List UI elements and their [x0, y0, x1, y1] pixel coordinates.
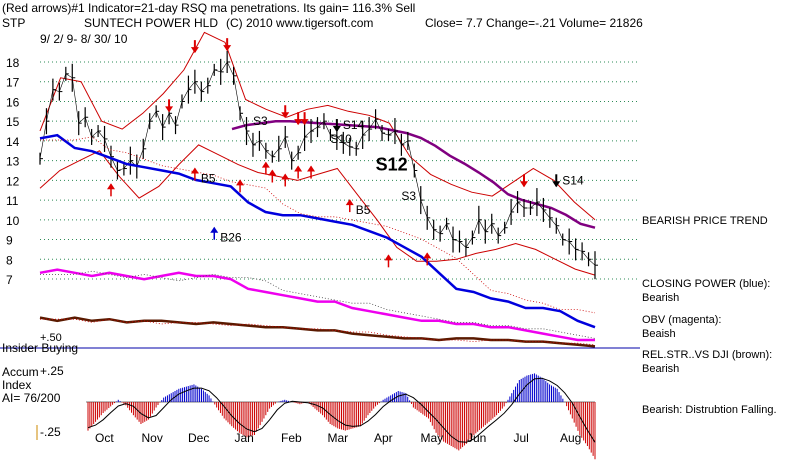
sell-arrow-head [300, 119, 309, 126]
x-tick-label: Aug [560, 431, 581, 445]
x-tick-label: Jan [235, 431, 254, 445]
signal-text-mark: S10 [330, 132, 352, 146]
signal-text-mark: S12 [376, 155, 408, 175]
x-tick-label: Nov [142, 431, 163, 445]
signal-label: B5 [356, 203, 371, 217]
sell-arrow-head [520, 181, 529, 188]
accum-tick-plus25: +.25 [40, 364, 64, 378]
y-tick-label: 16 [6, 95, 20, 109]
sell-arrow-head [223, 45, 232, 52]
relstr-label: REL.STR..VS DJI (brown): [642, 349, 773, 361]
sell-arrow-head [281, 112, 290, 119]
close-change-volume: Close= 7.7 Change=-.21 Volume= 21826 [425, 16, 643, 30]
price-line [39, 61, 596, 266]
price-trend-label: BEARISH PRICE TREND [642, 215, 768, 227]
y-tick-label: 15 [6, 115, 20, 129]
closing-power-state: Bearish [642, 292, 680, 304]
buy-arrow-head [106, 183, 115, 190]
x-tick-label: Mar [328, 431, 349, 445]
buy-arrow-head [307, 165, 316, 172]
accum-tick-plus50: +.50 [40, 332, 62, 344]
insider-label: Insider Buying [2, 341, 78, 355]
signal-text-mark: S3 [253, 114, 268, 128]
obv-label: OBV (magenta): [642, 314, 722, 326]
buy-arrow-head [345, 199, 354, 206]
x-tick-label: Jul [514, 431, 529, 445]
buy-arrow-head [210, 226, 219, 233]
obv-state: Beaish [642, 328, 676, 340]
relstr-state: Bearish [642, 363, 680, 375]
signal-label: B26 [220, 231, 242, 245]
y-tick-label: 8 [6, 253, 13, 267]
obv-line [39, 268, 595, 342]
y-tick-label: 9 [6, 234, 13, 248]
closing_power-line [39, 133, 596, 329]
index-label: Index [2, 378, 31, 392]
sell-arrow-head [190, 47, 199, 54]
accum-label: Accum [2, 365, 39, 379]
header-line: (Red arrows)#1 Indicator=21-day RSQ ma p… [2, 1, 416, 15]
buy-arrow-head [268, 169, 277, 176]
closing-power-label: CLOSING POWER (blue): [642, 278, 771, 290]
company-name: SUNTECH POWER HLD [84, 16, 219, 30]
sell-arrow-head [165, 106, 174, 113]
buy-arrow-head [294, 165, 303, 172]
signal-label: S14 [562, 173, 584, 187]
accum-note: Bearish: Distrubtion Falling. [642, 404, 777, 416]
date-range: 9/ 2/ 9- 8/ 30/ 10 [40, 32, 128, 46]
ai-label: AI= 76/200 [2, 391, 61, 405]
x-tick-label: Oct [95, 431, 114, 445]
sell-arrow-head [294, 119, 303, 126]
obv-ma-line [40, 270, 596, 339]
y-tick-label: 18 [6, 56, 20, 70]
x-tick-label: Dec [188, 431, 209, 445]
symbol-label: STP [2, 16, 26, 30]
x-tick-label: Feb [281, 431, 302, 445]
y-tick-label: 12 [6, 174, 20, 188]
x-tick-label: Jun [467, 431, 486, 445]
buy-arrow-head [281, 173, 290, 180]
buy-arrow-head [384, 254, 393, 261]
signal-label: S14 [343, 118, 365, 132]
sell-arrow-head [332, 126, 341, 133]
buy-arrow-head [236, 179, 245, 186]
buy-arrow-head [190, 167, 199, 174]
sell-arrow-head [552, 181, 561, 188]
y-tick-label: 11 [6, 194, 19, 208]
signal-label: B5 [201, 172, 216, 186]
buy-arrow-head [423, 252, 432, 259]
lower-band-line [39, 144, 596, 276]
relstr-ma-line [40, 318, 596, 346]
x-tick-label: Apr [374, 431, 393, 445]
y-tick-label: 17 [6, 76, 20, 90]
y-tick-label: 7 [6, 273, 13, 287]
signal-text-mark: S3 [401, 189, 416, 203]
accum-ma-line [87, 377, 596, 443]
x-tick-label: May [421, 431, 444, 445]
y-tick-label: 14 [6, 135, 20, 149]
accum-tick-minus25: -.25 [40, 425, 61, 439]
moving-average-line [231, 119, 596, 229]
buy-arrow-head [261, 161, 270, 168]
y-tick-label: 10 [6, 214, 20, 228]
y-tick-label: 13 [6, 155, 20, 169]
copyright: (C) 2010 www.tigersoft.com [226, 16, 374, 30]
